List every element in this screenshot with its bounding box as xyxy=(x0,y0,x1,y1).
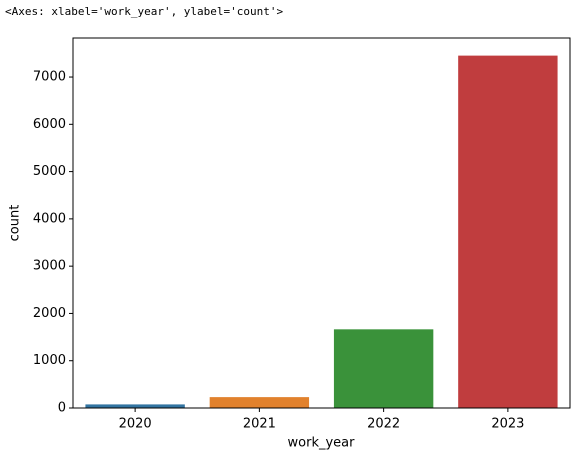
output-text: <Axes: xlabel='work_year', ylabel='count… xyxy=(5,5,284,18)
bar xyxy=(458,55,558,408)
x-tick-label: 2020 xyxy=(119,417,152,432)
x-tick-label: 2022 xyxy=(367,417,400,432)
bar xyxy=(85,404,185,408)
bar xyxy=(209,397,310,408)
bar xyxy=(333,329,434,408)
x-tick-label: 2021 xyxy=(243,417,276,432)
y-tick-label: 4000 xyxy=(33,211,66,226)
y-tick-label: 6000 xyxy=(33,117,66,132)
y-tick-label: 0 xyxy=(58,401,66,416)
x-tick-label: 2023 xyxy=(491,417,524,432)
y-tick-label: 1000 xyxy=(33,353,66,368)
y-tick-label: 7000 xyxy=(33,70,66,85)
y-tick-label: 5000 xyxy=(33,164,66,179)
x-axis-label: work_year xyxy=(288,436,356,451)
y-axis-label: count xyxy=(8,205,23,242)
plot-frame xyxy=(72,37,571,409)
y-tick-label: 2000 xyxy=(33,306,66,321)
y-tick-label: 3000 xyxy=(33,259,66,274)
